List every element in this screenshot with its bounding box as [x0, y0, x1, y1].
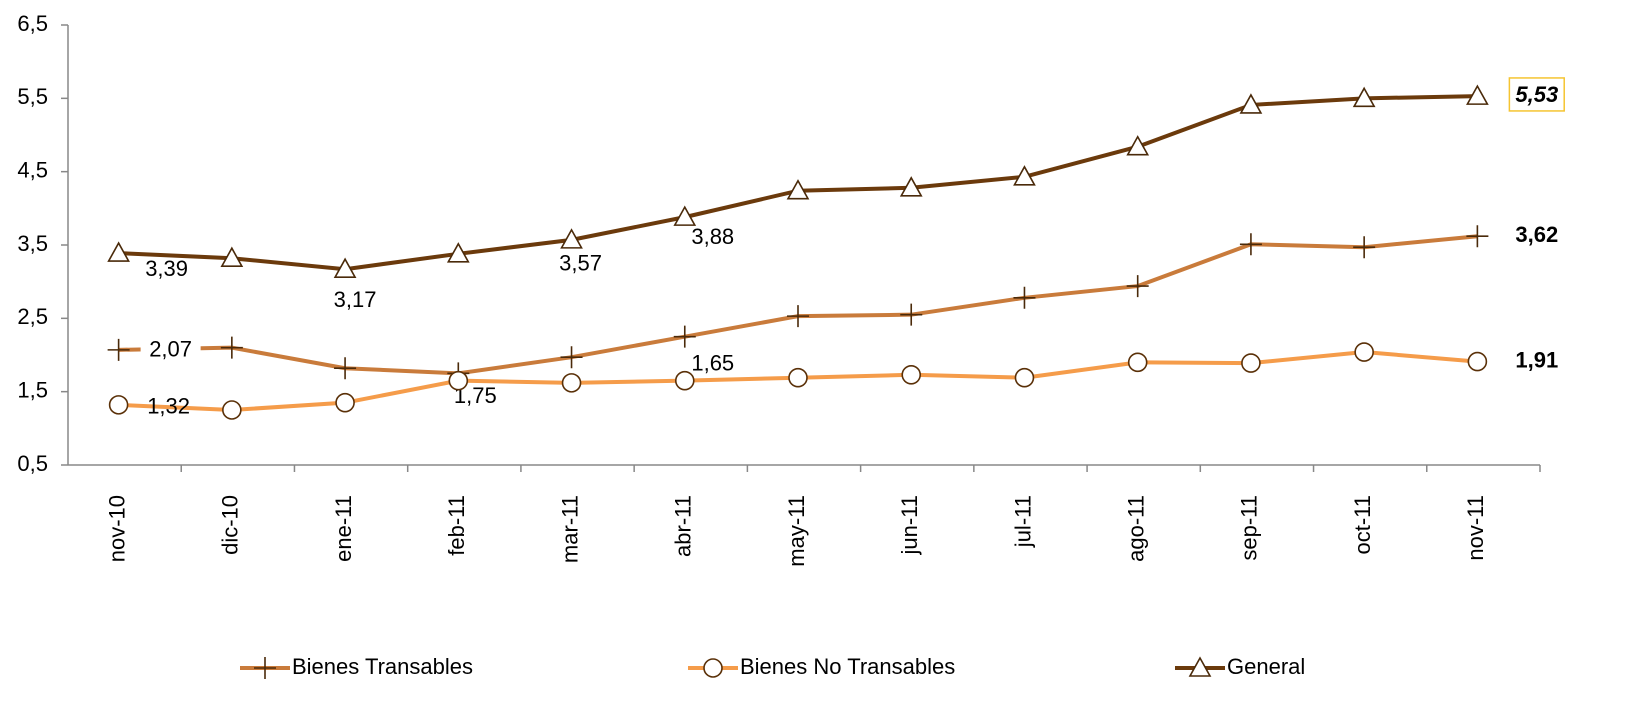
x-tick-label: nov-10 [104, 495, 129, 562]
marker [899, 176, 923, 197]
marker [1467, 351, 1488, 372]
x-tick-label: dic-10 [218, 495, 243, 555]
legend-item: General [1175, 654, 1305, 679]
marker [334, 357, 357, 380]
x-tick-label: jun-11 [897, 495, 922, 556]
marker [673, 325, 696, 348]
marker [703, 658, 723, 678]
marker [788, 367, 808, 388]
y-tick-label: 2,5 [17, 304, 48, 329]
value-label: 3,57 [559, 251, 602, 276]
x-tick-label: ago-11 [1124, 495, 1149, 562]
marker [107, 338, 130, 361]
y-tick-label: 0,5 [17, 451, 48, 476]
marker [1013, 165, 1036, 186]
legend-item: Bienes No Transables [688, 654, 955, 679]
marker [1466, 84, 1489, 105]
marker [448, 370, 469, 391]
marker [787, 305, 809, 328]
x-tick-label: nov-11 [1463, 495, 1488, 561]
marker [1352, 86, 1376, 108]
marker [560, 346, 583, 369]
x-tick-label: abr-11 [671, 495, 696, 557]
marker [1013, 286, 1036, 309]
marker [1014, 367, 1035, 388]
value-label: 1,91 [1515, 347, 1558, 372]
marker [674, 370, 695, 391]
marker [1126, 275, 1149, 298]
value-label: 1,65 [691, 350, 734, 375]
y-tick-label: 6,5 [17, 11, 48, 36]
value-label: 5,53 [1515, 82, 1558, 107]
marker [1466, 225, 1489, 248]
marker [1188, 656, 1212, 677]
value-label: 3,39 [145, 256, 188, 281]
marker [560, 228, 583, 249]
marker [1126, 135, 1150, 156]
marker [220, 246, 244, 267]
marker [673, 205, 697, 226]
legend-label: Bienes Transables [292, 654, 473, 679]
marker [1241, 353, 1261, 373]
y-tick-label: 4,5 [17, 157, 48, 182]
x-tick-label: jul-11 [1010, 495, 1035, 548]
marker [900, 303, 923, 326]
value-label: 3,88 [691, 224, 734, 249]
x-tick-label: oct-11 [1350, 495, 1375, 555]
marker [107, 241, 130, 262]
marker [222, 400, 242, 420]
series-line [118, 234, 1478, 376]
marker [333, 257, 357, 278]
y-tick-label: 1,5 [17, 377, 48, 402]
x-tick-label: mar-11 [557, 495, 582, 563]
marker [1239, 93, 1263, 114]
x-tick-label: ene-11 [331, 495, 356, 562]
marker [254, 657, 276, 679]
marker [901, 364, 922, 385]
legend-item: Bienes Transables [240, 654, 473, 679]
value-label: 2,07 [149, 337, 192, 362]
marker [220, 336, 243, 359]
label-box [1508, 77, 1565, 112]
value-label: 3,62 [1515, 222, 1558, 247]
label-bg [140, 335, 201, 364]
value-label: 3,17 [334, 287, 377, 312]
marker [786, 179, 810, 200]
marker [1127, 352, 1148, 373]
y-tick-label: 5,5 [17, 84, 48, 109]
legend-label: Bienes No Transables [740, 654, 955, 679]
marker [335, 392, 355, 413]
legend-label: General [1227, 654, 1305, 679]
marker [1239, 233, 1262, 256]
x-tick-label: may-11 [784, 495, 809, 567]
x-tick-label: sep-11 [1237, 495, 1262, 561]
x-tick-label: feb-11 [444, 495, 469, 556]
value-label: 1,32 [147, 394, 190, 419]
marker [108, 395, 129, 415]
y-tick-label: 3,5 [17, 231, 48, 256]
marker [1354, 342, 1374, 362]
marker [1353, 236, 1376, 259]
marker [561, 373, 582, 393]
marker [446, 242, 470, 263]
